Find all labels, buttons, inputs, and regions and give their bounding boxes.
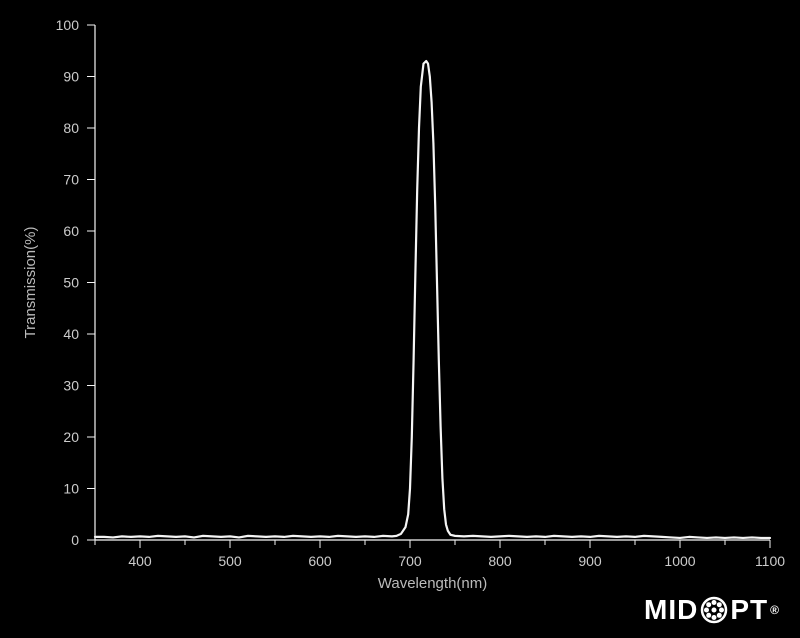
y-tick-label: 90 xyxy=(63,69,79,85)
y-tick-label: 10 xyxy=(63,481,79,497)
x-tick-label: 1000 xyxy=(664,553,695,569)
logo-text-left: MID xyxy=(644,594,698,626)
y-tick-label: 40 xyxy=(63,326,79,342)
y-tick-label: 30 xyxy=(63,378,79,394)
logo-text-right: PT xyxy=(730,594,768,626)
x-tick-label: 800 xyxy=(488,553,512,569)
x-tick-label: 1100 xyxy=(755,553,785,569)
y-tick-label: 20 xyxy=(63,429,79,445)
midopt-logo: MID PT ® xyxy=(644,594,780,626)
y-tick-label: 60 xyxy=(63,223,79,239)
y-axis-label: Transmission(%) xyxy=(22,227,39,339)
x-tick-label: 900 xyxy=(578,553,602,569)
x-axis-label: Wavelength(nm) xyxy=(378,575,487,592)
y-tick-label: 100 xyxy=(56,17,80,33)
gear-icon xyxy=(700,596,728,624)
y-tick-label: 0 xyxy=(71,532,79,548)
transmission-chart: 0 10 20 30 40 50 60 70 80 90 100 400 500 600 700 800 900… xyxy=(0,0,800,638)
chart-container: 0 10 20 30 40 50 60 70 80 90 100 400 500 600 700 800 900… xyxy=(0,0,800,638)
x-tick-label: 600 xyxy=(308,553,332,569)
logo-registered: ® xyxy=(770,603,780,617)
y-tick-label: 80 xyxy=(63,120,79,136)
x-tick-label: 400 xyxy=(128,553,152,569)
y-tick-label: 70 xyxy=(63,172,79,188)
y-tick-label: 50 xyxy=(63,275,79,291)
x-tick-label: 700 xyxy=(398,553,422,569)
x-tick-label: 500 xyxy=(218,553,242,569)
